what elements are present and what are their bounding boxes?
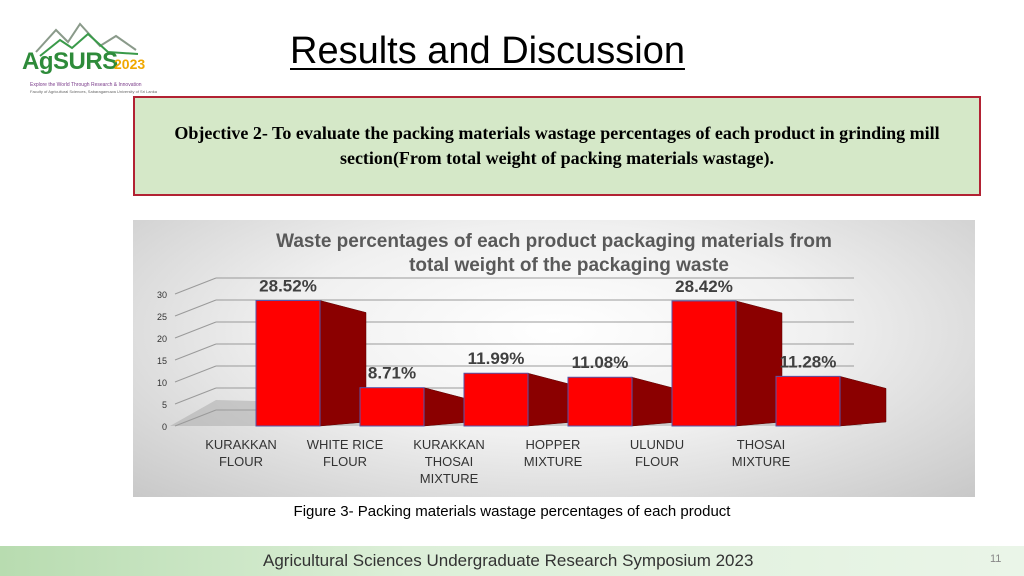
data-label: 28.42% <box>675 277 733 296</box>
bar <box>463 372 529 427</box>
page-title: Results and Discussion <box>290 30 685 72</box>
data-label: 8.71% <box>368 364 416 383</box>
gridline-depth <box>174 343 217 361</box>
x-tick-label: THOSAI <box>737 437 785 452</box>
bar-chart: Waste percentages of each product packag… <box>157 231 887 486</box>
logo-tagline: Explore the World Through Research & Inn… <box>30 82 142 88</box>
chart-title-line2: total weight of the packaging waste <box>409 255 729 276</box>
y-tick-label: 15 <box>157 356 167 366</box>
logo-year: 2023 <box>114 56 146 72</box>
x-tick-label: MIXTURE <box>420 471 479 486</box>
x-tick-label: MIXTURE <box>732 454 791 469</box>
x-tick-label: KURAKKAN <box>413 437 485 452</box>
bar <box>359 387 425 427</box>
x-tick-label: KURAKKAN <box>205 437 277 452</box>
y-tick-label: 10 <box>157 378 167 388</box>
gridline-depth <box>174 299 217 317</box>
objective-box: Objective 2- To evaluate the packing mat… <box>133 96 981 196</box>
y-tick-label: 5 <box>162 400 167 410</box>
x-tick-label: ULUNDU <box>630 437 684 452</box>
bar <box>775 375 841 427</box>
page-number: 11 <box>990 553 1002 565</box>
data-label: 28.52% <box>259 277 317 296</box>
y-tick-label: 20 <box>157 334 167 344</box>
x-tick-label: THOSAI <box>425 454 473 469</box>
figure-caption: Figure 3- Packing materials wastage perc… <box>293 503 731 520</box>
objective-text: Objective 2- To evaluate the packing mat… <box>174 123 940 168</box>
data-label: 11.99% <box>468 349 525 368</box>
gridline-depth <box>174 387 217 405</box>
data-label: 11.28% <box>780 352 837 371</box>
gridline-depth <box>174 409 217 427</box>
x-tick-label: MIXTURE <box>524 454 583 469</box>
x-tick-label: FLOUR <box>323 454 367 469</box>
logo-brand: AgSURS <box>22 48 118 75</box>
data-label: 11.08% <box>572 353 629 372</box>
x-tick-label: FLOUR <box>219 454 263 469</box>
bar <box>567 376 633 427</box>
agsurs-logo <box>18 16 178 94</box>
gridline-depth <box>174 277 217 295</box>
bar-side <box>319 300 367 427</box>
chart-title-line1: Waste percentages of each product packag… <box>276 231 832 252</box>
y-tick-label: 25 <box>157 312 167 322</box>
x-tick-label: WHITE RICE <box>307 437 384 452</box>
x-tick-label: FLOUR <box>635 454 679 469</box>
logo-subtagline: Faculty of Agricultural Sciences, Sabara… <box>30 89 157 94</box>
gridline-depth <box>174 365 217 383</box>
footer-text: Agricultural Sciences Undergraduate Rese… <box>263 551 754 570</box>
gridline-depth <box>174 321 217 339</box>
chart-panel: Waste percentages of each product packag… <box>133 220 975 497</box>
footer-bar <box>0 546 1024 576</box>
x-tick-label: HOPPER <box>526 437 581 452</box>
bar <box>255 300 321 427</box>
bar-side <box>735 300 783 427</box>
y-tick-label: 0 <box>162 422 167 432</box>
y-tick-label: 30 <box>157 290 167 300</box>
bar <box>671 300 737 427</box>
mountain-logo-icon <box>35 22 139 57</box>
